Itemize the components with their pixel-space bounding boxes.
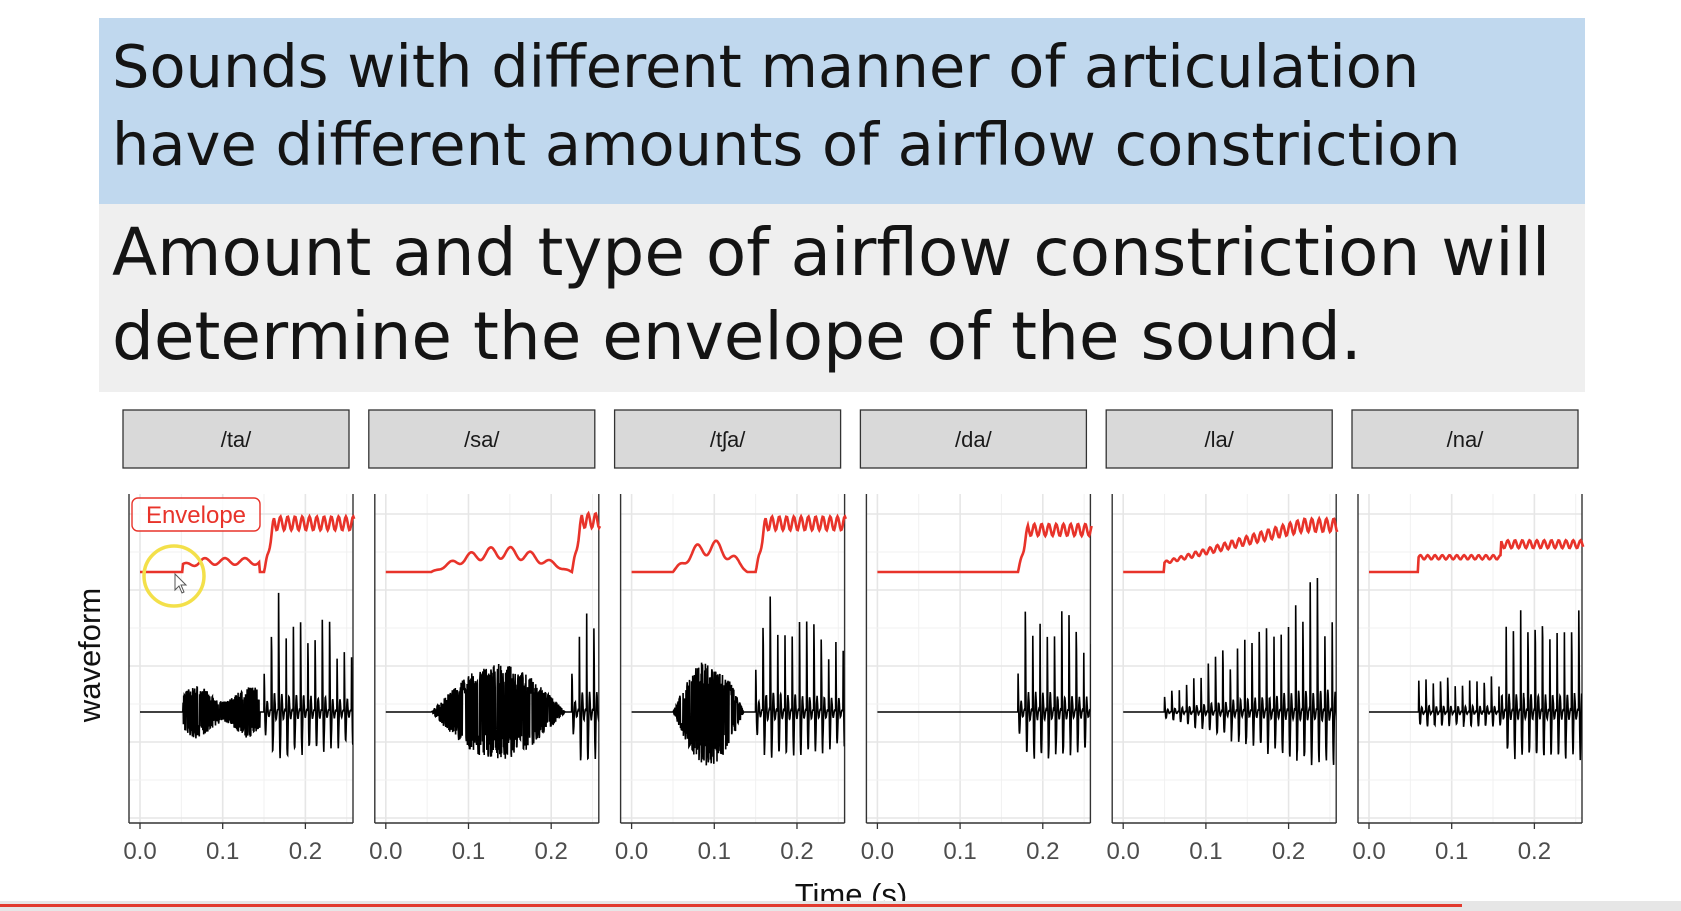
facet-label: /la/ bbox=[1205, 427, 1235, 452]
envelope-annotation-box bbox=[131, 497, 261, 532]
x-tick-label: 0.2 bbox=[289, 838, 322, 865]
panel-background bbox=[374, 494, 599, 823]
envelope-line bbox=[385, 510, 602, 575]
x-tick-label: 0.1 bbox=[698, 838, 731, 865]
x-tick-label: 0.0 bbox=[615, 838, 648, 865]
x-tick-label: 0.0 bbox=[369, 838, 402, 865]
panel-background bbox=[1112, 494, 1337, 823]
x-tick-label: 0.2 bbox=[1518, 838, 1551, 865]
slide-body-line-1: Amount and type of airflow constriction … bbox=[112, 214, 1551, 291]
x-tick-label: 0.1 bbox=[1435, 838, 1468, 865]
envelope-line bbox=[631, 513, 848, 574]
facet-strip bbox=[613, 409, 842, 469]
facet-label: /ta/ bbox=[221, 427, 252, 452]
x-tick-label: 0.2 bbox=[1026, 838, 1059, 865]
x-tick-label: 0.2 bbox=[780, 838, 813, 865]
x-tick-label: 0.1 bbox=[1189, 838, 1222, 865]
panel-background bbox=[866, 494, 1091, 823]
envelope-annotation-label: Envelope bbox=[146, 502, 246, 529]
facet-strip bbox=[122, 409, 350, 469]
panel-background bbox=[1358, 494, 1582, 823]
waveform-line bbox=[1123, 577, 1337, 766]
x-tick-label: 0.1 bbox=[452, 838, 485, 865]
envelope-line bbox=[140, 513, 356, 574]
envelope-line bbox=[1369, 538, 1585, 574]
x-tick-label: 0.2 bbox=[534, 838, 567, 865]
x-tick-label: 0.2 bbox=[1272, 838, 1305, 865]
cursor-highlight bbox=[142, 544, 206, 608]
facet-strip bbox=[1105, 409, 1333, 469]
subtitle-banner bbox=[99, 204, 1585, 392]
panel-background bbox=[620, 494, 845, 823]
waveform-line bbox=[1369, 610, 1582, 761]
x-tick-label: 0.1 bbox=[206, 838, 239, 865]
slide-title-line-2: have different amounts of airflow constr… bbox=[112, 110, 1461, 179]
waveform-line bbox=[385, 613, 599, 761]
slide-body-line-2: determine the envelope of the sound. bbox=[112, 298, 1362, 375]
x-tick-label: 0.0 bbox=[1352, 838, 1385, 865]
y-axis-title: waveform bbox=[72, 588, 107, 723]
video-progress-fill bbox=[0, 904, 1463, 907]
slide-title-line-1: Sounds with different manner of articula… bbox=[112, 32, 1420, 101]
facet-label: /sa/ bbox=[464, 427, 500, 452]
facet-label: /tʃa/ bbox=[710, 427, 746, 452]
x-tick-label: 0.0 bbox=[861, 838, 894, 865]
panel-background bbox=[129, 494, 353, 823]
title-banner bbox=[99, 18, 1585, 204]
x-tick-label: 0.0 bbox=[1107, 838, 1140, 865]
waveform-line bbox=[140, 592, 353, 759]
envelope-line bbox=[877, 520, 1093, 574]
facet-label: /na/ bbox=[1447, 427, 1485, 452]
x-tick-label: 0.0 bbox=[123, 838, 156, 865]
envelope-line bbox=[1123, 515, 1339, 574]
facet-strip bbox=[1351, 409, 1579, 469]
facet-strip bbox=[859, 409, 1088, 469]
x-tick-label: 0.1 bbox=[943, 838, 976, 865]
waveform-line bbox=[877, 611, 1091, 759]
waveform-line bbox=[631, 596, 845, 766]
mouse-cursor-icon bbox=[174, 572, 188, 594]
facet-label: /da/ bbox=[955, 427, 993, 452]
facet-strip bbox=[368, 409, 596, 469]
